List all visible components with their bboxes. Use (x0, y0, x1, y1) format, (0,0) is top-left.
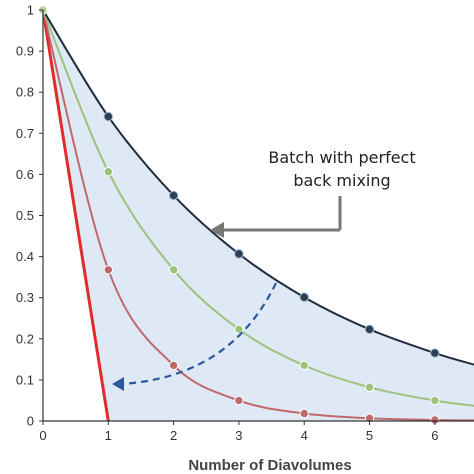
y-tick-label: 0.4 (16, 249, 34, 264)
series-2-marker-2 (168, 360, 179, 371)
series-0-marker-6 (430, 348, 440, 358)
y-tick-group: 0 0.1 0.2 0.3 0.4 0.5 0.6 0.7 0.8 0.9 1 (16, 3, 43, 429)
y-tick-label: 0.9 (16, 44, 34, 59)
dashed-trend-arrow (119, 282, 277, 386)
y-tick-label: 0.5 (16, 208, 34, 223)
y-tick-label: 0 (27, 414, 34, 429)
dashed-trend-arrow-head (112, 377, 124, 391)
series-line-3 (41, 9, 110, 422)
series-1-marker-2 (168, 265, 179, 275)
x-tick-label: 5 (366, 428, 373, 443)
series-1-marker-4 (299, 360, 309, 371)
annotation-line-1: Batch with perfect (268, 148, 415, 167)
y-tick-label: 0.1 (16, 372, 34, 387)
series-layer (38, 5, 474, 425)
y-tick-label: 0.6 (16, 167, 34, 182)
x-tick-label: 0 (39, 428, 46, 443)
y-tick-label: 0.2 (16, 331, 34, 346)
x-tick-label: 6 (431, 428, 438, 443)
x-axis-title: Number of Diavolumes (188, 457, 351, 474)
x-tick-group: 0 1 2 3 4 5 6 (39, 421, 438, 443)
series-2-marker-4 (299, 408, 309, 419)
shaded-region (43, 10, 474, 421)
y-tick-label: 0.3 (16, 290, 34, 305)
x-tick-label: 4 (301, 428, 308, 443)
x-tick-label: 2 (170, 428, 177, 443)
series-0-marker-1 (103, 111, 114, 122)
y-tick-label: 1 (27, 3, 34, 18)
series-0-marker-2 (168, 190, 179, 201)
series-1-marker-1 (103, 167, 114, 177)
y-tick-label: 0.8 (16, 85, 34, 100)
annotation-arrow-head (210, 222, 224, 238)
series-2-marker-1 (103, 265, 114, 275)
series-1-marker-6 (430, 395, 440, 406)
annotation-line-2: back mixing (293, 171, 390, 190)
series-0-marker-3 (234, 249, 244, 259)
series-0-marker-4 (299, 292, 309, 302)
x-tick-label: 3 (235, 428, 242, 443)
series-1-marker-3 (234, 324, 244, 335)
series-1-marker-5 (364, 382, 375, 392)
series-0-marker-5 (364, 324, 375, 335)
x-tick-label: 1 (105, 428, 112, 443)
series-2-marker-3 (234, 395, 244, 406)
y-tick-label: 0.7 (16, 126, 34, 141)
